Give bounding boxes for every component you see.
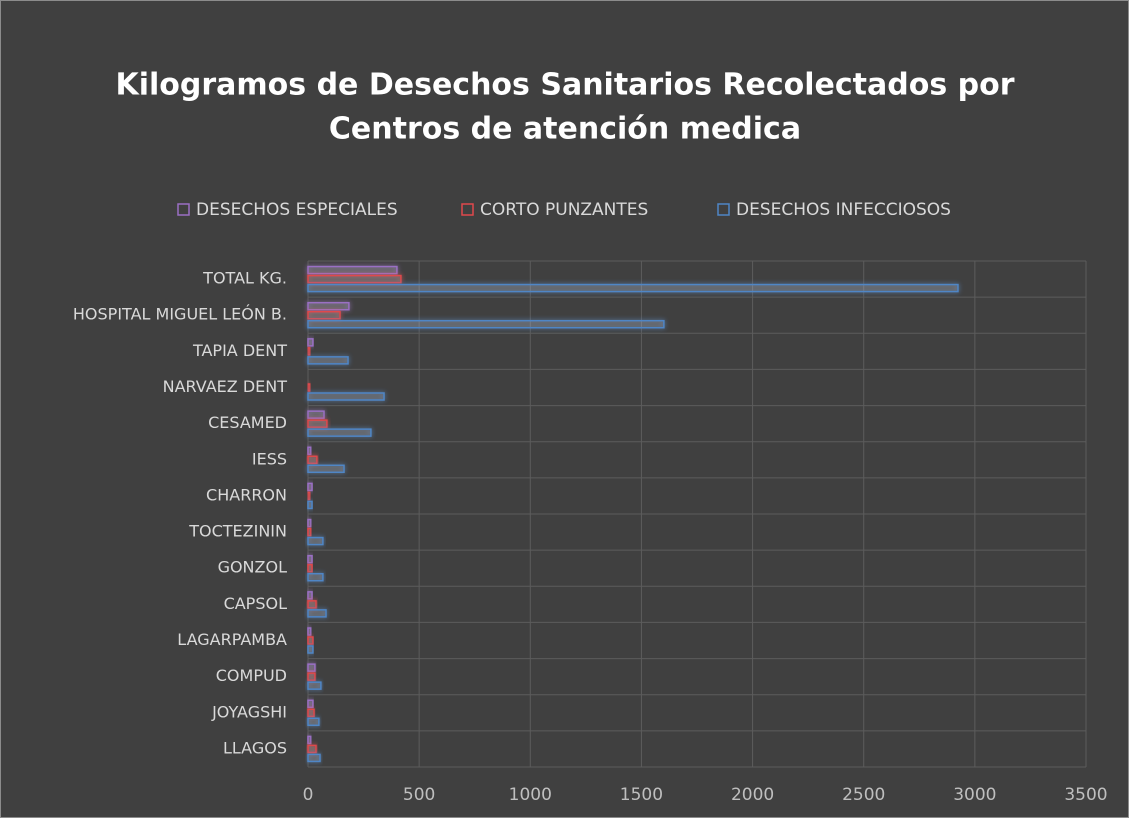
bar <box>307 310 341 320</box>
y-tick-label: JOYAGSHI <box>211 702 287 721</box>
y-tick-label: COMPUD <box>216 666 287 685</box>
bar <box>307 663 316 672</box>
bar <box>307 491 311 501</box>
bar <box>307 572 324 582</box>
bar <box>307 681 322 690</box>
y-tick-label: NARVAEZ DENT <box>163 377 288 396</box>
bar <box>307 600 317 609</box>
legend-label: DESECHOS INFECCIOSOS <box>736 200 951 220</box>
y-tick-label: LLAGOS <box>223 738 287 757</box>
x-tick-label: 2000 <box>731 785 774 805</box>
bar <box>307 708 315 718</box>
y-tick-label: TAPIA DENT <box>192 341 287 360</box>
bar <box>307 636 314 645</box>
bar <box>307 699 314 709</box>
y-tick-label: CAPSOL <box>224 594 288 613</box>
bar <box>307 338 314 347</box>
bar <box>307 301 350 311</box>
bar <box>307 482 313 492</box>
x-tick-label: 3500 <box>1064 785 1107 805</box>
bar <box>307 383 311 392</box>
bar <box>307 410 325 419</box>
x-tick-label: 0 <box>303 785 314 805</box>
bar <box>307 356 349 365</box>
y-tick-label: IESS <box>252 449 287 468</box>
bar <box>307 527 312 537</box>
y-tick-label: CHARRON <box>206 485 287 504</box>
bar <box>307 283 959 293</box>
x-tick-label: 500 <box>403 785 435 805</box>
x-tick-label: 1000 <box>509 785 552 805</box>
bar <box>307 518 312 528</box>
legend-label: DESECHOS ESPECIALES <box>196 200 398 220</box>
x-tick-label: 1500 <box>620 785 663 805</box>
bar <box>307 591 313 600</box>
bar <box>307 536 324 546</box>
legend-marker <box>177 203 190 216</box>
bar <box>307 455 318 465</box>
x-tick-label: 2500 <box>842 785 885 805</box>
y-tick-label: LAGARPAMBA <box>177 630 287 649</box>
bar <box>307 419 328 428</box>
bar <box>307 645 314 654</box>
bar <box>307 753 321 763</box>
bar <box>307 717 320 727</box>
legend-label: CORTO PUNZANTES <box>480 200 648 220</box>
y-tick-label: CESAMED <box>208 413 287 432</box>
chart-title: Kilogramos de Desechos Sanitarios Recole… <box>115 68 1014 103</box>
y-tick-label: GONZOL <box>218 558 288 577</box>
bar <box>307 428 372 437</box>
bar <box>307 500 313 510</box>
bar <box>307 464 345 474</box>
y-tick-label: TOCTEZININ <box>188 522 287 541</box>
x-tick-label: 3000 <box>953 785 996 805</box>
bar <box>307 319 665 329</box>
bar <box>307 735 312 745</box>
bar <box>307 265 398 275</box>
bar <box>307 554 313 564</box>
bar <box>307 392 385 401</box>
bar <box>307 672 316 681</box>
legend-marker <box>717 203 730 216</box>
bar <box>307 446 312 456</box>
bar <box>307 609 327 618</box>
bar <box>307 744 317 754</box>
y-tick-label: TOTAL KG. <box>202 269 287 288</box>
bar <box>307 627 312 636</box>
y-tick-label: HOSPITAL MIGUEL LEÓN B. <box>73 305 287 324</box>
chart-title: Centros de atención medica <box>329 112 801 147</box>
bar <box>307 274 402 284</box>
bar <box>307 563 313 573</box>
bar <box>307 347 311 356</box>
legend-marker <box>461 203 474 216</box>
